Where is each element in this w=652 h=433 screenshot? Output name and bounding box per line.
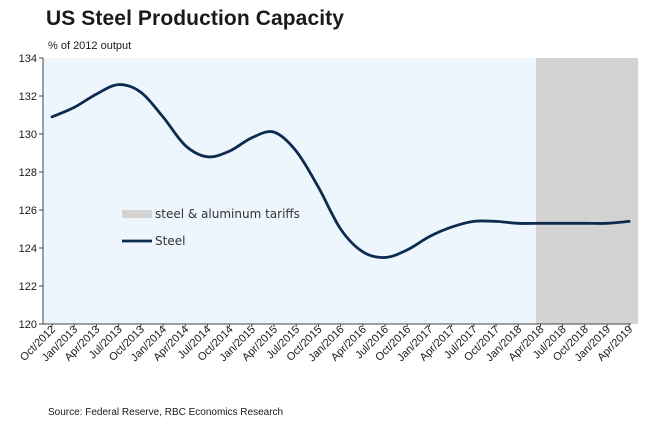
series-point-steel xyxy=(251,137,253,139)
series-point-steel xyxy=(118,84,120,86)
series-point-steel xyxy=(184,144,186,146)
series-point-steel xyxy=(51,116,53,118)
legend-label-tariffs: steel & aluminum tariffs xyxy=(155,207,300,221)
series-point-steel xyxy=(317,186,319,188)
series-point-steel xyxy=(162,116,164,118)
series-point-steel xyxy=(295,150,297,152)
series-point-steel xyxy=(606,222,608,224)
series-point-steel xyxy=(584,222,586,224)
tariff-shaded-region xyxy=(535,58,639,324)
series-point-steel xyxy=(95,93,97,95)
chart-source: Source: Federal Reserve, RBC Economics R… xyxy=(48,407,284,418)
series-point-steel xyxy=(140,91,142,93)
y-tick-label: 126 xyxy=(19,205,37,217)
y-tick-label: 124 xyxy=(19,243,37,255)
series-point-steel xyxy=(562,222,564,224)
series-point-steel xyxy=(73,106,75,108)
series-point-steel xyxy=(229,150,231,152)
series-point-steel xyxy=(362,251,364,253)
legend-label-steel: Steel xyxy=(155,234,185,248)
series-point-steel xyxy=(495,220,497,222)
series-point-steel xyxy=(406,249,408,251)
series-point-steel xyxy=(384,256,386,259)
series-point-steel xyxy=(451,226,453,228)
legend-swatch-tariffs xyxy=(122,210,152,218)
y-tick-label: 120 xyxy=(19,319,37,331)
series-point-steel xyxy=(428,236,430,238)
plot-area xyxy=(43,58,631,324)
series-point-steel xyxy=(473,220,475,222)
chart-title: US Steel Production Capacity xyxy=(46,7,345,30)
series-point-steel xyxy=(517,222,519,224)
series-point-steel xyxy=(539,222,542,224)
y-tick-label: 132 xyxy=(19,91,37,103)
series-point-steel xyxy=(340,228,342,230)
y-tick-label: 134 xyxy=(19,53,37,65)
y-tick-label: 130 xyxy=(19,129,37,141)
y-tick-label: 122 xyxy=(19,281,37,293)
series-point-steel xyxy=(628,220,630,222)
y-tick-label: 128 xyxy=(19,167,37,179)
series-point-steel xyxy=(273,131,275,133)
series-point-steel xyxy=(206,156,208,158)
chart-subtitle: % of 2012 output xyxy=(48,40,132,52)
